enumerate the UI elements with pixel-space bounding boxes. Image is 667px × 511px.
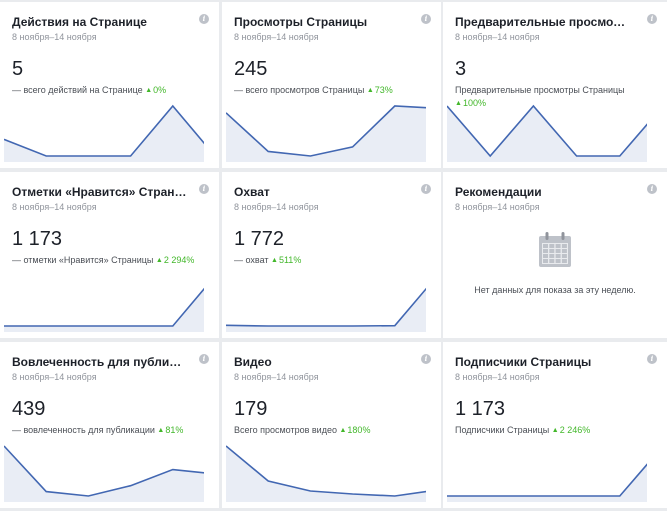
sparkline-line [447, 104, 647, 158]
info-icon[interactable]: i [647, 14, 657, 24]
metric-description: — всего просмотров Страницы 73% [234, 84, 434, 98]
insight-card[interactable]: Вовлеченность для публикации 8 ноября–14 … [0, 342, 219, 508]
delta-badge: 81% [157, 425, 183, 435]
delta-badge: 100% [455, 98, 486, 108]
card-title: Предварительные просмотры [455, 15, 630, 29]
card-date-range: 8 ноября–14 ноября [12, 202, 97, 212]
empty-state: Нет данных для показа за эту неделю. [443, 232, 667, 298]
delta-badge: 73% [367, 85, 393, 95]
info-icon[interactable]: i [421, 14, 431, 24]
card-date-range: 8 ноября–14 ноября [455, 372, 540, 382]
card-title: Действия на Странице [12, 15, 147, 29]
sparkline-chart [4, 445, 204, 502]
metric-value: 439 [12, 398, 46, 420]
sparkline-area [4, 446, 204, 502]
card-title: Рекомендации [455, 185, 542, 199]
metric-description: — вовлеченность для публикации 81% [12, 424, 212, 438]
sparkline-line [4, 287, 204, 327]
metric-label: Подписчики Страницы [455, 425, 550, 435]
card-date-range: 8 ноября–14 ноября [234, 202, 319, 212]
card-date-range: 8 ноября–14 ноября [455, 202, 540, 212]
metric-value: 5 [12, 58, 24, 80]
delta-badge: 2 246% [552, 425, 591, 435]
metric-description: Всего просмотров видео 180% [234, 424, 434, 438]
card-date-range: 8 ноября–14 ноября [12, 32, 97, 42]
sparkline-area [226, 106, 426, 162]
card-title: Отметки «Нравится» Страницы [12, 185, 187, 199]
card-title: Просмотры Страницы [234, 15, 368, 29]
sparkline-line [4, 445, 204, 497]
sparkline-line [226, 287, 426, 327]
metric-description: — всего действий на Странице 0% [12, 84, 212, 98]
insight-card[interactable]: Рекомендации 8 ноября–14 ноября i Нет данны… [443, 172, 667, 338]
card-title: Видео [234, 355, 272, 369]
info-icon[interactable]: i [647, 184, 657, 194]
sparkline-chart [226, 105, 426, 162]
sparkline-area [447, 464, 647, 502]
delta-badge: 2 294% [156, 255, 195, 265]
info-icon[interactable]: i [421, 184, 431, 194]
insight-card[interactable]: Подписчики Страницы 8 ноября–14 ноября i 1 … [443, 342, 667, 508]
metric-label: Предварительные просмотры Страницы [455, 85, 625, 95]
metric-value: 245 [234, 58, 268, 80]
card-date-range: 8 ноября–14 ноября [455, 32, 540, 42]
sparkline-area [226, 446, 426, 502]
card-date-range: 8 ноября–14 ноября [12, 372, 97, 382]
insight-card[interactable]: Видео 8 ноября–14 ноября i 179 Всего просмот… [222, 342, 441, 508]
metric-description: Предварительные просмотры Страницы 100% [455, 84, 655, 111]
sparkline-line [226, 445, 426, 497]
sparkline-line [226, 105, 426, 157]
sparkline-line [4, 104, 204, 157]
metric-description: — отметки «Нравится» Страницы 2 294% [12, 254, 212, 268]
sparkline-chart [447, 104, 647, 162]
metric-value: 179 [234, 398, 268, 420]
metric-label: Всего просмотров видео [234, 425, 337, 435]
insight-card[interactable]: Отметки «Нравится» Страницы 8 ноября–14 н… [0, 172, 219, 338]
delta-badge: 0% [145, 85, 166, 95]
insight-card[interactable]: Охват 8 ноября–14 ноября i 1 772 — охват 511… [222, 172, 441, 338]
metric-label: — вовлеченность для публикации [12, 425, 155, 435]
sparkline-chart [4, 104, 204, 162]
calendar-icon [538, 232, 572, 273]
sparkline-chart [447, 463, 647, 502]
card-title: Подписчики Страницы [455, 355, 592, 369]
sparkline-chart [226, 287, 426, 332]
metric-label: — всего действий на Странице [12, 85, 143, 95]
card-title: Охват [234, 185, 270, 199]
card-date-range: 8 ноября–14 ноября [234, 32, 319, 42]
sparkline-chart [4, 287, 204, 332]
metric-description: Подписчики Страницы 2 246% [455, 424, 655, 438]
metric-value: 1 772 [234, 228, 285, 250]
insight-card[interactable]: Просмотры Страницы 8 ноября–14 ноября i 245… [222, 2, 441, 168]
info-icon[interactable]: i [421, 354, 431, 364]
info-icon[interactable]: i [199, 354, 209, 364]
sparkline-area [226, 288, 426, 332]
info-icon[interactable]: i [199, 184, 209, 194]
insight-card[interactable]: Предварительные просмотры 8 ноября–14 ноя… [443, 2, 667, 168]
metric-label: — всего просмотров Страницы [234, 85, 365, 95]
metric-description: — охват 511% [234, 254, 434, 268]
sparkline-area [4, 289, 204, 332]
info-icon[interactable]: i [199, 14, 209, 24]
card-title: Вовлеченность для публикации [12, 355, 187, 369]
metric-label: — охват [234, 255, 269, 265]
sparkline-line [447, 463, 647, 497]
sparkline-area [4, 106, 204, 162]
card-date-range: 8 ноября–14 ноября [234, 372, 319, 382]
delta-badge: 511% [271, 255, 301, 265]
metric-value: 3 [455, 58, 467, 80]
delta-badge: 180% [339, 425, 370, 435]
info-icon[interactable]: i [647, 354, 657, 364]
metric-value: 1 173 [455, 398, 506, 420]
sparkline-chart [226, 445, 426, 502]
empty-state-text: Нет данных для показа за эту неделю. [474, 285, 636, 295]
metric-label: — отметки «Нравится» Страницы [12, 255, 154, 265]
sparkline-area [447, 106, 647, 162]
insight-card[interactable]: Действия на Странице 8 ноября–14 ноября i 5… [0, 2, 219, 168]
metric-value: 1 173 [12, 228, 63, 250]
